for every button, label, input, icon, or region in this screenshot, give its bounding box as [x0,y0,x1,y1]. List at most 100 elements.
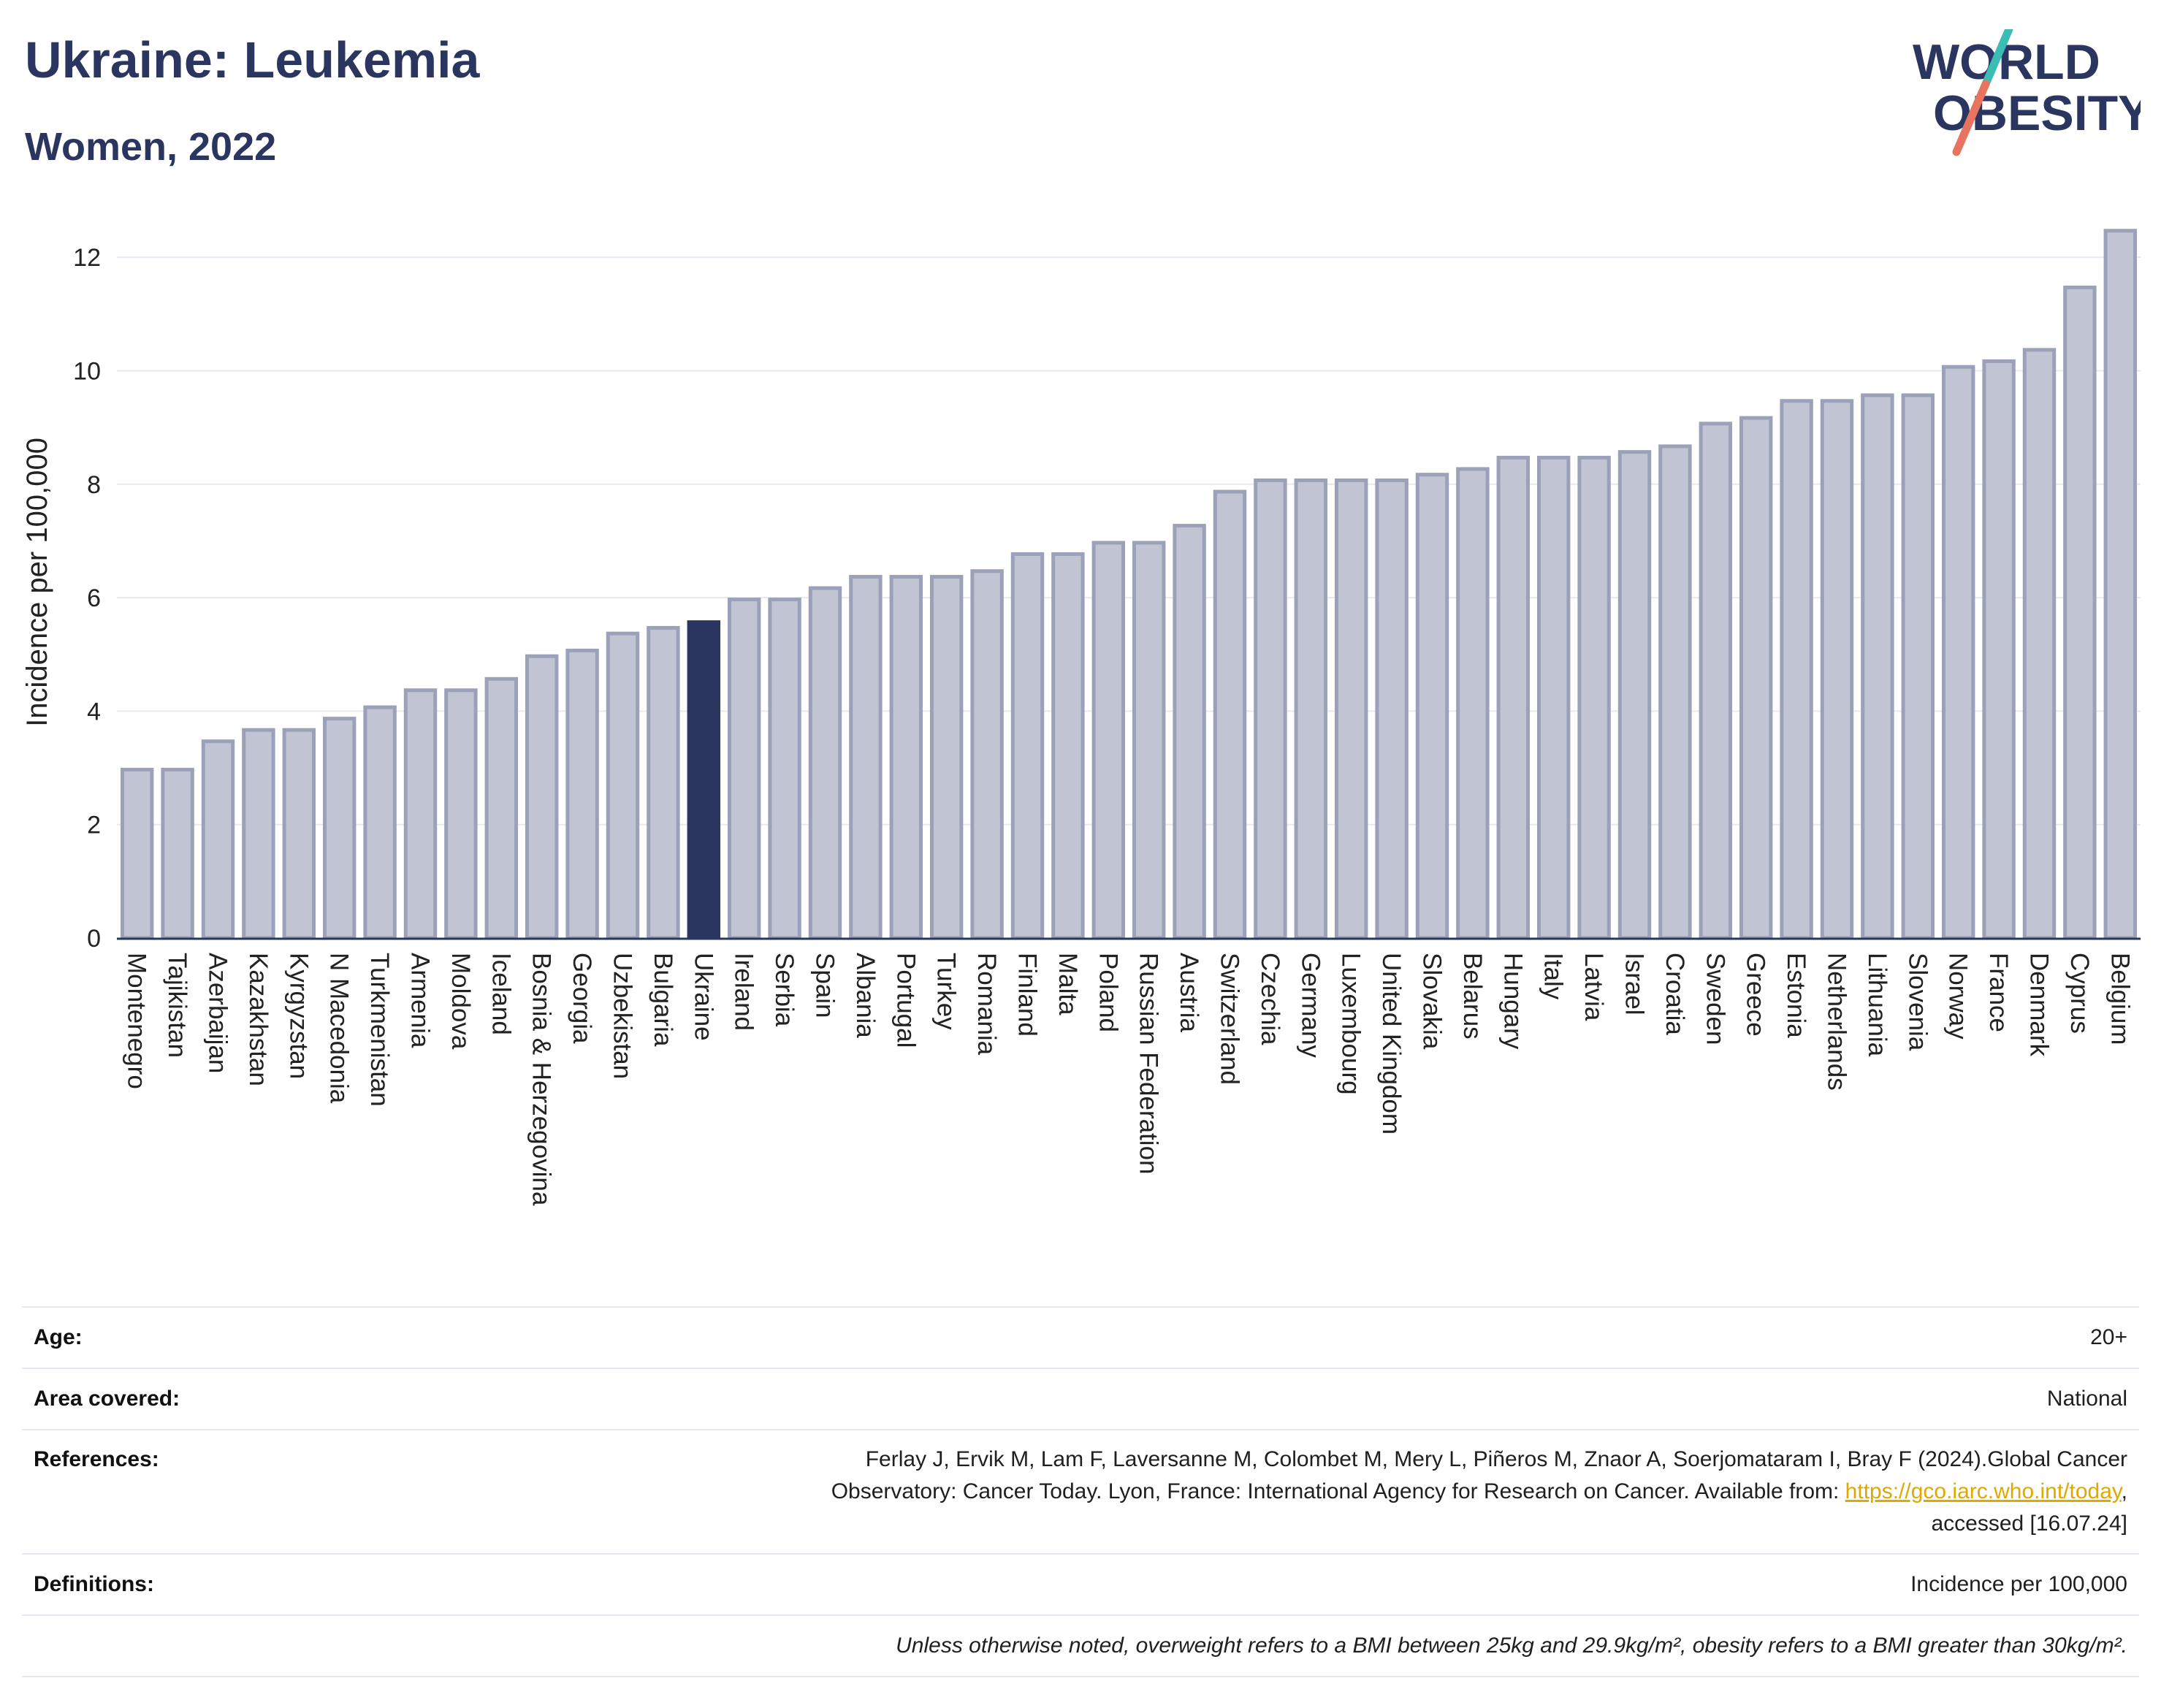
bar-luxembourg [1334,478,1368,940]
references-label: References: [22,1430,484,1555]
x-tick-label: Latvia [1579,953,1608,1021]
bar-germany [1294,478,1328,940]
y-tick-label: 2 [87,812,101,839]
bar-hungary [1496,455,1531,940]
bar-georgia [565,648,599,940]
bar-norway [1941,365,1975,940]
y-tick-label: 0 [87,925,101,953]
x-tick-label: Slovenia [1903,953,1932,1051]
bar-lithuania [1861,393,1894,940]
area-value: National [484,1368,2139,1430]
bar-italy [1536,455,1571,940]
bar-cyprus [2063,285,2097,940]
x-tick-label: Cyprus [2065,953,2094,1034]
bar-estonia [1780,399,1813,940]
x-tick-label: Belgium [2105,953,2134,1045]
y-tick-label: 4 [87,698,101,725]
x-tick-label: Israel [1620,953,1649,1015]
bar-serbia [768,598,801,940]
x-tick-label: Kazakhstan [244,953,272,1086]
bar-iceland [484,676,519,940]
x-tick-label: Luxembourg [1337,953,1365,1095]
x-tick-label: Tajikistan [163,953,191,1058]
x-tick-label: Montenegro [123,953,151,1089]
x-tick-label: Portugal [891,953,920,1048]
x-tick-label: Bosnia & Herzegovina [527,953,556,1206]
bar-romania [970,569,1004,940]
bar-chart: 0 2 4 6 8 10 12 Incidence per 100,000 Montenegro… [21,229,2141,1206]
bar-n-macedonia [322,717,357,940]
bar-poland [1091,541,1126,940]
bar-greece [1739,416,1773,940]
x-tick-label: N Macedonia [325,953,354,1104]
bar-switzerland [1213,489,1247,940]
x-tick-label: Moldova [446,953,475,1050]
x-tick-label: Greece [1742,953,1770,1037]
x-tick-label: Turkey [932,953,961,1030]
references-line3: accessed [16.07.24] [1931,1511,2127,1536]
note-text: Unless otherwise noted, overweight refer… [484,1615,2139,1677]
bar-ireland [727,598,761,940]
bar-belarus [1456,467,1490,940]
x-tick-label: Italy [1539,953,1568,1000]
x-tick-label: Albania [851,953,880,1038]
bar-portugal [889,575,923,940]
bar-spain [808,586,842,940]
x-tick-label: Azerbaijan [204,953,232,1073]
x-tick-label: Estonia [1782,953,1810,1038]
bar-ukraine [687,620,721,940]
bar-bulgaria [647,625,680,940]
bar-turkey [929,575,964,940]
y-tick-label: 6 [87,584,101,612]
x-tick-label: Ireland [730,953,758,1031]
bar-russian-federation [1132,541,1166,940]
bar-uzbekistan [606,631,640,940]
x-tick-label: Kyrgyzstan [284,953,313,1079]
bar-turkmenistan [363,705,397,940]
bar-netherlands [1820,399,1854,940]
page-title: Ukraine: Leukemia [25,31,480,88]
info-row-references: References: Ferlay J, Ervik M, Lam F, La… [22,1430,2139,1555]
bar-belgium [2103,229,2138,940]
bar-kyrgyzstan [282,728,316,940]
bar-tajikistan [161,768,194,940]
bar-moldova [444,688,478,940]
y-tick-label: 10 [73,357,101,385]
x-tick-label: Germany [1296,953,1325,1058]
age-value: 20+ [484,1306,2139,1369]
x-tick-label: Georgia [568,953,596,1044]
x-tick-label: United Kingdom [1377,953,1406,1135]
x-tick-label: Turkmenistan [365,953,394,1107]
x-tick-label: Norway [1944,953,1973,1040]
bar-finland [1010,552,1045,940]
x-tick-label: Denmark [2025,953,2054,1056]
world-obesity-logo: WORLD OBESITY [1913,29,2141,156]
bar-bosnia-herzegovina [525,654,559,940]
bar-albania [849,575,883,940]
logo-slash-teal [1981,29,2013,88]
bar-czechia [1254,478,1287,940]
references-link[interactable]: https://gco.iarc.who.int/today [1845,1479,2122,1503]
x-tick-label: Sweden [1701,953,1729,1045]
info-table: Age: 20+ Area covered: National Referenc… [22,1306,2139,1677]
x-tick-label: Iceland [487,953,515,1035]
x-tick-label: Spain [811,953,839,1018]
x-tick-label: Belarus [1458,953,1487,1040]
bar-kazakhstan [242,728,275,940]
references-value: Ferlay J, Ervik M, Lam F, Laversanne M, … [484,1430,2139,1555]
x-tick-label: Bulgaria [649,953,677,1047]
area-label: Area covered: [22,1368,484,1430]
bar-israel [1617,450,1652,940]
x-tick-label: Hungary [1498,953,1527,1050]
info-row-area: Area covered: National [22,1368,2139,1430]
bar-croatia [1658,444,1692,940]
logo-slash-coral [1952,80,1990,156]
bar-slovakia [1415,473,1449,940]
bar-latvia [1577,455,1611,940]
x-tick-label: Finland [1013,953,1042,1037]
bar-malta [1051,552,1085,940]
page-subtitle: Women, 2022 [25,125,277,169]
x-tick-label: Russian Federation [1135,953,1163,1175]
references-line2: Observatory: Cancer Today. Lyon, France:… [495,1476,2127,1508]
x-tick-label: Austria [1175,953,1203,1032]
